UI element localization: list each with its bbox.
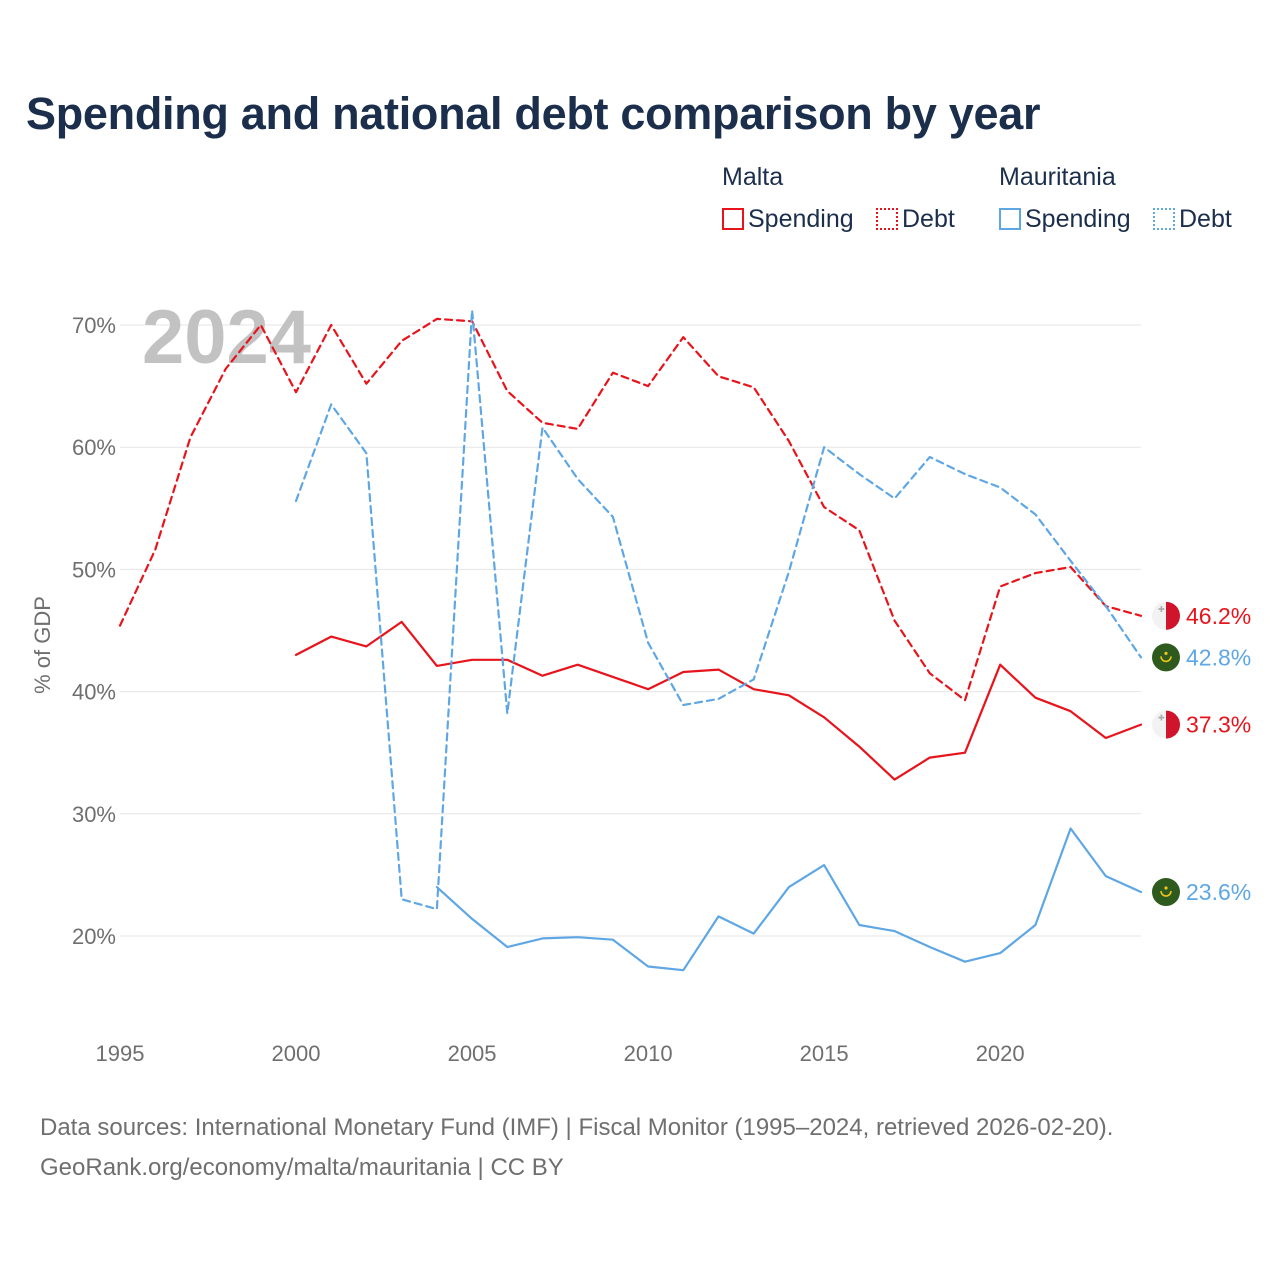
series-line-mauritania-spending bbox=[435, 827, 1143, 972]
series-line-mauritania-debt bbox=[294, 309, 1143, 911]
legend-label: Debt bbox=[902, 204, 955, 233]
x-tick-label: 2015 bbox=[800, 1041, 849, 1066]
legend-swatch-dotted-blue bbox=[1153, 208, 1175, 230]
x-tick-label: 2010 bbox=[624, 1041, 673, 1066]
legend-item-malta-debt[interactable]: Debt bbox=[876, 204, 955, 234]
end-value-label: 42.8% bbox=[1186, 644, 1251, 670]
malta-cross-icon: ✚ bbox=[1158, 605, 1165, 614]
x-tick-label: 1995 bbox=[96, 1041, 145, 1066]
source-line-2: GeoRank.org/economy/malta/mauritania | C… bbox=[40, 1154, 564, 1181]
y-tick-label: 60% bbox=[72, 435, 116, 460]
mauritania-star-icon bbox=[1164, 651, 1168, 655]
malta-flag-red-half bbox=[1166, 710, 1181, 739]
y-axis-label: % of GDP bbox=[30, 596, 55, 694]
y-tick-label: 40% bbox=[72, 680, 116, 705]
legend-title-malta: Malta bbox=[722, 163, 784, 191]
legend-item-malta-spending[interactable]: Spending bbox=[722, 204, 854, 234]
legend-label: Debt bbox=[1179, 204, 1232, 233]
x-tick-label: 2000 bbox=[272, 1041, 321, 1066]
legend-label: Spending bbox=[748, 204, 854, 233]
mauritania-crescent-icon bbox=[1160, 656, 1172, 663]
legend-item-mauritania-spending[interactable]: Spending bbox=[999, 204, 1131, 234]
mauritania-flag-icon bbox=[1152, 878, 1180, 907]
series-line-malta-spending bbox=[294, 620, 1143, 781]
mauritania-flag-icon bbox=[1152, 643, 1180, 672]
legend-swatch-dotted-red bbox=[876, 208, 898, 230]
legend-swatch-solid-red bbox=[722, 208, 744, 230]
legend-item-mauritania-debt[interactable]: Debt bbox=[1153, 204, 1232, 234]
y-tick-label: 20% bbox=[72, 924, 116, 949]
end-value-label: 23.6% bbox=[1186, 879, 1251, 905]
legend-title-mauritania: Mauritania bbox=[999, 163, 1116, 191]
malta-flag-red-half bbox=[1166, 601, 1181, 630]
mauritania-crescent-icon bbox=[1160, 890, 1172, 897]
year-watermark: 2024 bbox=[142, 295, 311, 380]
chart-title: Spending and national debt comparison by… bbox=[26, 88, 1041, 139]
mauritania-star-icon bbox=[1164, 886, 1168, 890]
y-tick-label: 70% bbox=[72, 313, 116, 338]
end-value-label: 37.3% bbox=[1186, 712, 1251, 738]
series-line-malta-debt bbox=[118, 317, 1143, 702]
source-note: Data sources: International Monetary Fun… bbox=[40, 1108, 1113, 1188]
x-tick-label: 2020 bbox=[976, 1041, 1025, 1066]
malta-cross-icon: ✚ bbox=[1158, 714, 1165, 723]
x-tick-label: 2005 bbox=[448, 1041, 497, 1066]
legend-swatch-solid-blue bbox=[999, 208, 1021, 230]
line-chart: 20% 30% 40% 50% 60% 70% 1995 2000 2005 2010 2015 20… bbox=[30, 295, 1251, 1066]
y-tick-label: 50% bbox=[72, 557, 116, 582]
source-line-1: Data sources: International Monetary Fun… bbox=[40, 1114, 1114, 1141]
end-value-label: 46.2% bbox=[1186, 603, 1251, 629]
legend-label: Spending bbox=[1025, 204, 1131, 233]
y-tick-label: 30% bbox=[72, 802, 116, 827]
